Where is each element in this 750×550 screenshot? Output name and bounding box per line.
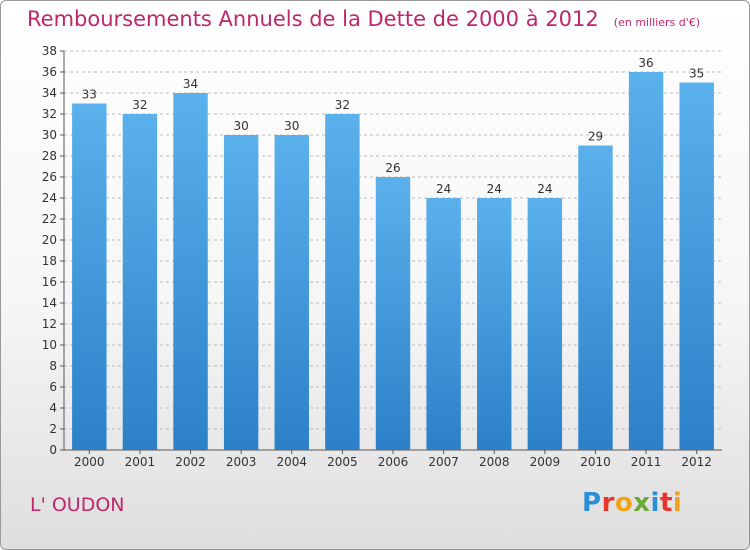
logo-letter: x [633, 488, 651, 518]
bar-2000 [72, 103, 107, 450]
x-tick-label: 2006 [378, 455, 409, 469]
bar-2010 [578, 145, 613, 450]
data-label-2011: 36 [638, 56, 653, 70]
x-tick-label: 2003 [226, 455, 257, 469]
y-tick-label: 10 [42, 338, 57, 352]
x-tick-label: 2004 [276, 455, 307, 469]
data-label-2006: 26 [385, 161, 400, 175]
x-tick-label: 2002 [175, 455, 206, 469]
y-tick-label: 32 [42, 107, 57, 121]
data-label-2007: 24 [436, 182, 451, 196]
bar-2004 [274, 135, 309, 450]
bar-2011 [628, 72, 664, 450]
bar-2008 [477, 198, 512, 450]
bar-2007 [426, 198, 461, 450]
data-label-2012: 35 [689, 67, 704, 81]
proxiti-logo[interactable]: Proxiti [582, 488, 682, 518]
data-label-2008: 24 [487, 182, 502, 196]
x-tick-label: 2000 [74, 455, 105, 469]
x-tick-label: 2009 [530, 455, 561, 469]
data-label-2004: 30 [284, 119, 299, 133]
y-tick-label: 14 [42, 296, 57, 310]
commune-name: L' OUDON [30, 494, 125, 516]
logo-letter: o [614, 488, 634, 518]
bar-2012 [679, 82, 714, 450]
y-tick-label: 38 [42, 44, 57, 58]
y-tick-label: 18 [42, 254, 57, 268]
bar-2003 [223, 135, 259, 450]
x-tick-label: 2011 [631, 455, 662, 469]
data-label-2003: 30 [234, 119, 249, 133]
bars [72, 72, 714, 450]
data-label-2005: 32 [335, 98, 350, 112]
data-label-2002: 34 [183, 77, 198, 91]
bar-2009 [527, 198, 563, 450]
x-tick-label: 2008 [479, 455, 510, 469]
y-tick-label: 8 [49, 359, 57, 373]
y-tick-label: 22 [42, 212, 57, 226]
y-tick-label: 34 [42, 86, 57, 100]
y-tick-label: 28 [42, 149, 57, 163]
labels: 0246810121416182022242628303234363833200… [42, 44, 712, 469]
y-tick-label: 36 [42, 65, 57, 79]
x-tick-label: 2001 [125, 455, 156, 469]
logo-letter: i [650, 488, 660, 518]
logo-letter: i [672, 488, 683, 518]
logo-letter: r [601, 488, 615, 518]
y-tick-label: 26 [42, 170, 57, 184]
x-tick-label: 2005 [327, 455, 358, 469]
x-tick-label: 2010 [580, 455, 611, 469]
data-label-2010: 29 [588, 130, 603, 144]
chart-title-row: Remboursements Annuels de la Dette de 20… [27, 7, 700, 31]
y-tick-label: 4 [49, 401, 57, 415]
y-tick-label: 16 [42, 275, 57, 289]
chart-unit: (en milliers d'€) [613, 16, 701, 29]
y-tick-label: 2 [49, 422, 57, 436]
logo-letter: t [659, 488, 673, 518]
y-tick-label: 12 [42, 317, 57, 331]
bar-2006 [375, 177, 411, 450]
chart-title: Remboursements Annuels de la Dette de 20… [27, 7, 599, 31]
x-tick-label: 2007 [428, 455, 459, 469]
data-label-2000: 33 [82, 88, 97, 102]
data-label-2009: 24 [537, 182, 552, 196]
y-tick-label: 0 [49, 443, 57, 457]
y-tick-label: 30 [42, 128, 57, 142]
bar-2002 [173, 93, 208, 450]
y-tick-label: 24 [42, 191, 57, 205]
data-label-2001: 32 [132, 98, 147, 112]
bar-2001 [122, 114, 158, 450]
y-tick-label: 6 [49, 380, 57, 394]
bar-2005 [325, 114, 360, 450]
y-tick-label: 20 [42, 233, 57, 247]
logo-letter: P [582, 488, 602, 518]
x-tick-label: 2012 [681, 455, 712, 469]
